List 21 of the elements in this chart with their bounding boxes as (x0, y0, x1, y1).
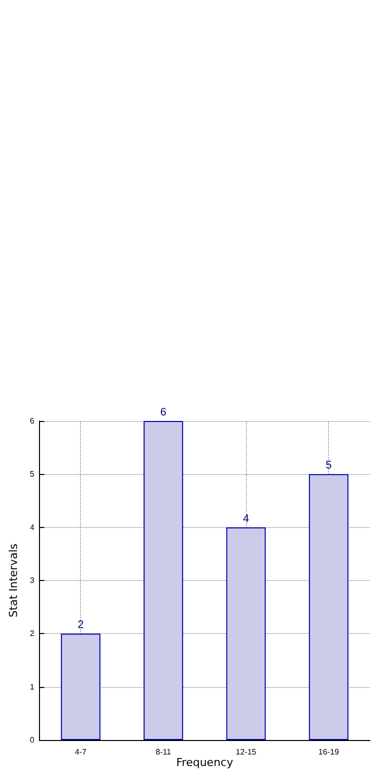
y-tick-label: 0 (30, 736, 35, 744)
bar (144, 421, 184, 740)
data-label: 6 (160, 406, 166, 418)
x-axis-title: Frequency (176, 756, 234, 769)
y-tick-label: 2 (30, 629, 35, 638)
x-tick-label: 8-11 (156, 748, 172, 756)
x-tick-label: 16-19 (318, 748, 340, 756)
y-tick-label: 6 (30, 416, 35, 426)
data-label: 2 (78, 619, 84, 632)
data-label: 4 (242, 512, 250, 525)
y-axis-title: Stat Intervals (7, 543, 20, 618)
x-tick-label: 12-15 (236, 748, 257, 756)
bar (226, 527, 266, 740)
bar (308, 474, 348, 740)
y-tick-label: 4 (30, 522, 35, 532)
y-tick-label: 3 (30, 576, 35, 585)
y-tick-label: 5 (30, 470, 35, 479)
x-tick-label: 4-7 (74, 748, 88, 756)
data-label: 5 (326, 460, 332, 472)
bar (60, 634, 100, 740)
y-tick-label: 1 (30, 682, 35, 692)
